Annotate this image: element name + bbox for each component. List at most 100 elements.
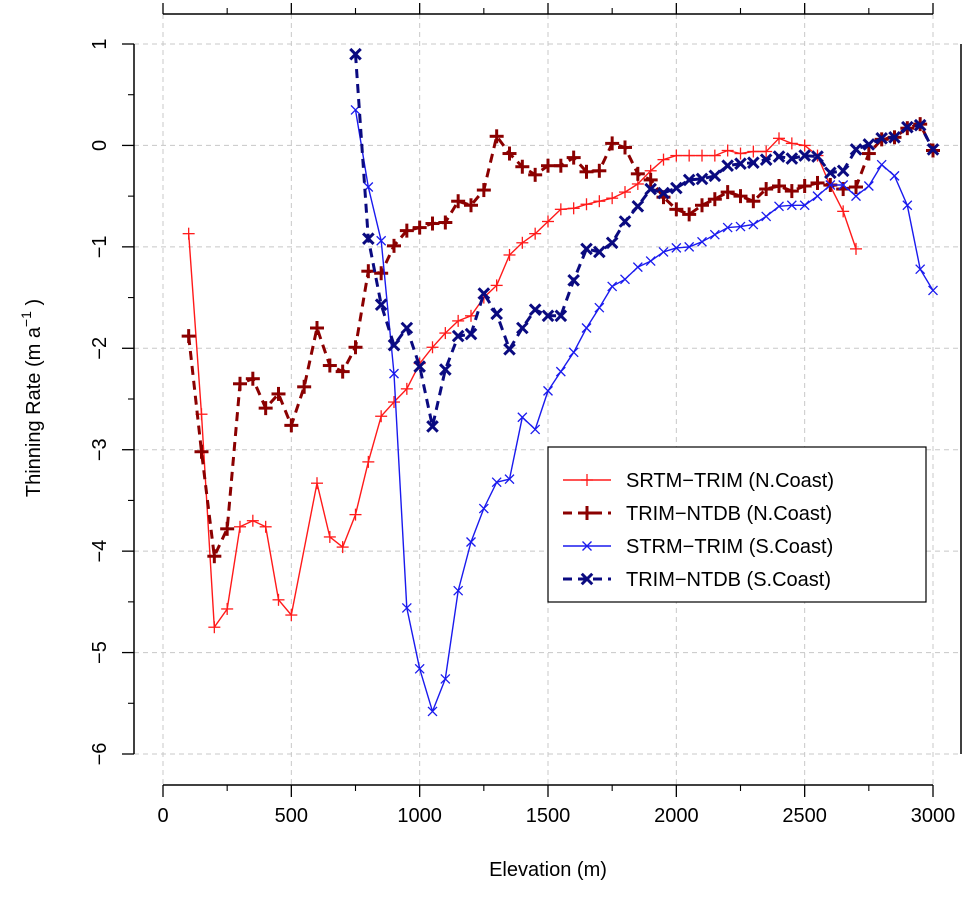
data-point [785,152,799,165]
y-tick-label: −5 [89,641,111,664]
data-point [889,170,900,181]
y-axis-label-main: Thinning Rate (m a [23,326,45,497]
data-point [798,149,811,162]
x-tick-label: 0 [157,805,168,827]
x-tick-label: 500 [275,805,308,827]
data-point [682,173,696,187]
data-point [849,143,863,156]
data-point [543,385,553,396]
data-point [426,420,439,433]
data-point [774,201,784,212]
y-tick-label: 1 [89,38,111,49]
data-point [825,180,836,190]
data-point [811,150,824,163]
data-point [697,236,707,247]
data-point [670,181,683,195]
data-point [464,327,478,341]
data-point [554,309,568,323]
data-point [504,474,515,485]
data-point [530,424,541,435]
series-line [354,109,934,713]
data-point [838,180,849,190]
data-point [580,242,593,256]
series-4 [349,47,940,433]
ticks: 0 500 1000 1500 2000 2500 3000 −6 −5 −4 −3 −2 −1 0 1 [89,3,955,827]
data-point [735,221,746,232]
data-point [567,274,580,287]
data-point [607,281,618,292]
data-point [451,329,465,343]
data-point [349,47,362,61]
y-tick-label: −3 [89,438,111,461]
x-tick-label: 2000 [654,805,699,827]
data-point [722,222,733,233]
x-tick-label: 1000 [397,805,442,827]
data-point [517,412,528,423]
data-point [555,366,566,377]
data-point [644,182,657,196]
data-point [913,118,927,132]
data-point [541,309,555,323]
data-point [453,585,464,596]
data-point [439,363,452,376]
data-point [414,663,425,674]
data-point [657,186,670,200]
data-point [593,245,606,259]
data-point [440,673,451,684]
series-layer [181,47,940,717]
y-tick-label: 0 [89,140,111,151]
series-2 [181,117,940,564]
data-point [631,199,645,213]
x-tick-label: 1500 [526,805,571,827]
data-point [902,200,913,211]
legend-label: TRIM−NTDB (S.Coast) [626,569,831,591]
data-point [863,181,874,191]
data-point [851,191,861,202]
data-point [708,169,722,183]
legend-label: STRM−TRIM (S.Coast) [626,536,833,558]
legend-box [547,446,927,603]
data-point [759,153,773,166]
data-point [620,274,630,285]
series-3 [350,104,938,717]
y-axis-label-close: ) [23,299,45,311]
data-point [581,323,592,333]
data-point [376,235,387,246]
data-point [645,256,656,267]
y-axis-label-sup: −1 [18,311,34,327]
data-point [747,156,760,169]
legend-label: SRTM−TRIM (N.Coast) [626,470,834,492]
y-tick-label: −1 [89,235,111,258]
legend: SRTM−TRIM (N.Coast) TRIM−NTDB (N.Coast) ST… [547,446,927,603]
data-point [362,232,375,246]
data-point [888,131,901,144]
data-point [387,338,401,352]
series-1 [182,132,862,634]
data-point [618,215,632,228]
data-point [477,287,491,300]
data-point [632,262,643,273]
data-point [734,157,747,170]
data-point [413,360,426,373]
data-point [389,368,399,379]
data-point [799,200,810,211]
x-tick-label: 2500 [782,805,827,827]
data-point [695,172,709,186]
data-point [491,477,502,488]
x-axis-label: Elevation (m) [489,859,607,881]
legend-swatch-marker [582,541,592,551]
series-line [188,137,857,628]
grid [134,14,961,785]
data-point [671,242,682,253]
y-tick-label: −2 [89,337,111,360]
data-point [875,132,888,145]
data-point [824,166,837,180]
data-point [876,159,887,170]
data-point [658,246,669,257]
y-tick-label: −4 [89,540,111,563]
data-point [901,120,914,134]
data-point [812,191,823,202]
data-point [605,236,619,250]
data-point [926,143,940,156]
